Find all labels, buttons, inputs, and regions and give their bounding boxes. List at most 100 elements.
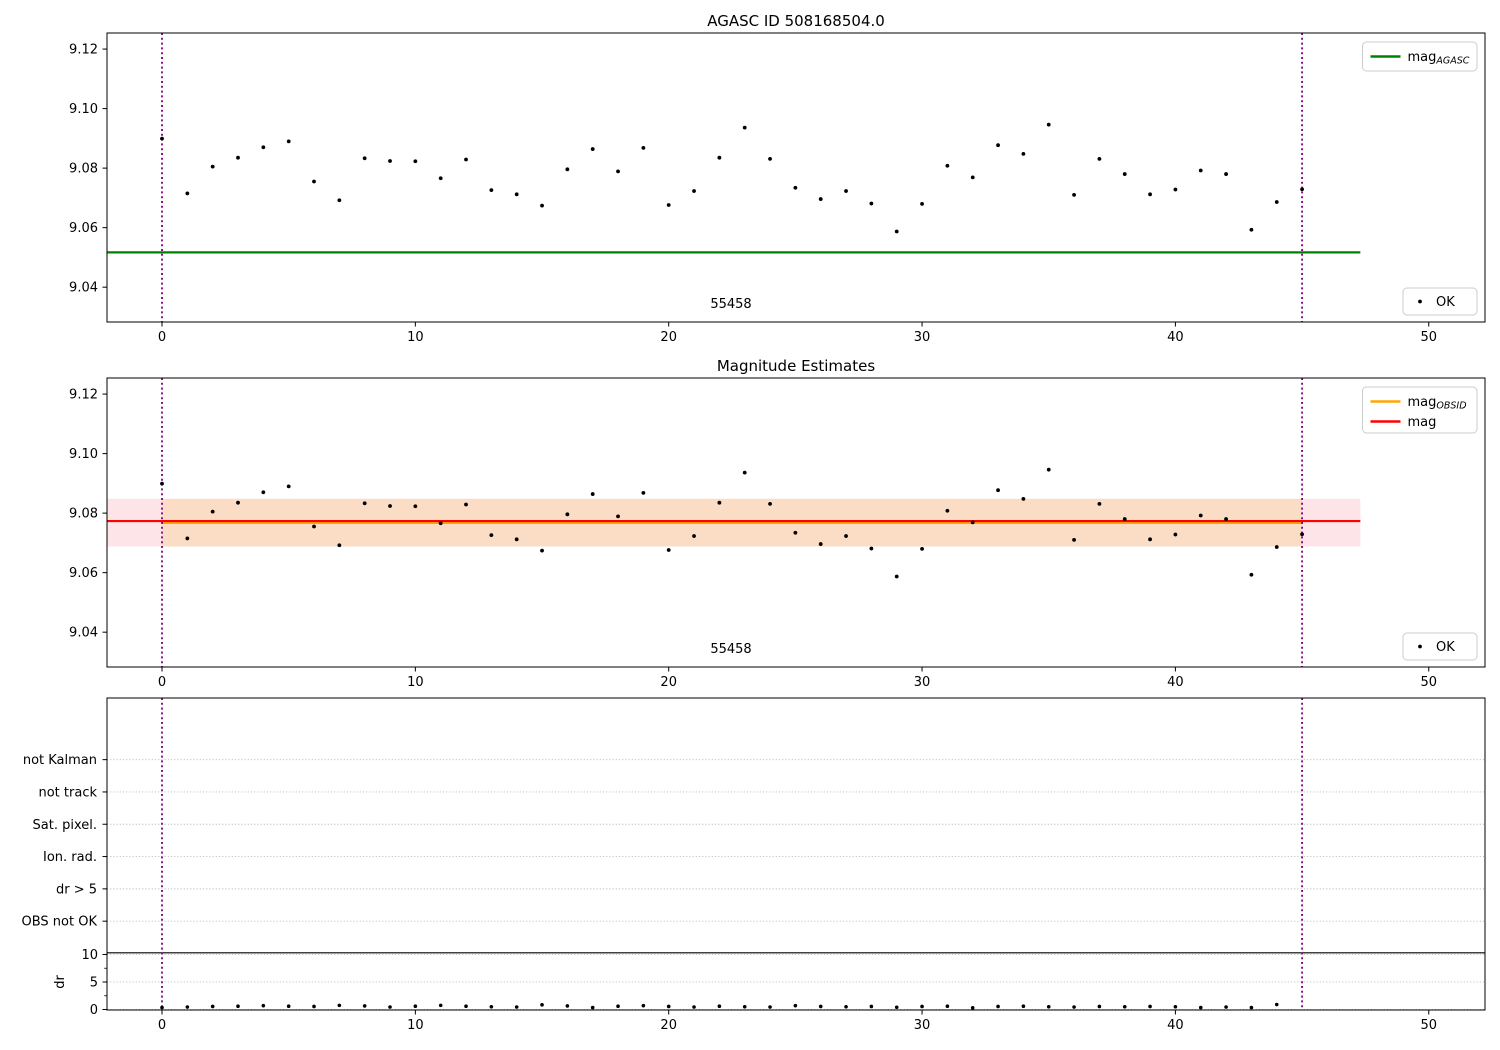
dr-point [261, 1003, 266, 1008]
dr-point [920, 1004, 924, 1009]
dr-point [793, 1003, 798, 1008]
flag-category-label: Sat. pixel. [33, 818, 97, 833]
ok-legend: OK [1402, 287, 1478, 316]
top-panel-title: AGASC ID 508168504.0 [707, 12, 885, 30]
x-tick-label: 50 [1420, 330, 1437, 345]
dr-point [768, 1005, 772, 1009]
dr-point [1274, 1002, 1279, 1007]
dr-axis-label: dr [53, 975, 68, 989]
data-point [1274, 200, 1279, 204]
dr-point [1224, 1005, 1228, 1009]
dr-tick-label: 0 [90, 1003, 98, 1018]
data-point [616, 169, 620, 174]
data-point [464, 157, 468, 162]
data-point [1046, 467, 1051, 472]
data-point [286, 139, 291, 144]
y-tick-label: 9.08 [69, 507, 98, 522]
legend: magAGASC [1362, 41, 1478, 72]
data-point [894, 574, 899, 579]
dr-tick-label: 10 [81, 948, 98, 963]
dr-point [1097, 1004, 1102, 1009]
dr-point [413, 1004, 418, 1009]
x-tick-label: 30 [914, 675, 931, 690]
legend-box [1362, 41, 1478, 72]
ok-legend: OK [1402, 632, 1478, 661]
dr-point [1249, 1005, 1254, 1010]
data-point [261, 145, 266, 150]
data-point [1198, 513, 1203, 518]
dr-point [1021, 1004, 1026, 1009]
data-point [1072, 193, 1076, 197]
y-tick-label: 9.08 [69, 162, 98, 177]
data-point [1046, 122, 1051, 127]
x-tick-label: 0 [158, 330, 166, 345]
dr-point [742, 1004, 747, 1009]
legend-label: magOBSID [1408, 395, 1467, 412]
data-point [1300, 187, 1304, 192]
data-point [996, 488, 1000, 493]
data-point [1300, 532, 1304, 537]
flag-category-label: not Kalman [23, 753, 97, 768]
dr-point [996, 1004, 1000, 1009]
ok-legend-label: OK [1436, 640, 1455, 655]
data-point [793, 530, 798, 535]
data-point [514, 537, 519, 542]
data-point [286, 484, 291, 489]
x-tick-label: 10 [407, 330, 424, 345]
data-point [388, 159, 392, 163]
data-point [742, 125, 747, 130]
data-point [1224, 172, 1228, 176]
dr-point [970, 1006, 975, 1010]
flag-category-label: not track [38, 785, 97, 800]
data-point [210, 509, 215, 514]
data-point [1097, 501, 1102, 506]
data-point [692, 534, 696, 538]
x-tick-label: 50 [1420, 1018, 1437, 1033]
legend-label: magAGASC [1408, 50, 1470, 67]
data-point [945, 163, 950, 168]
dr-point [641, 1003, 646, 1008]
data-point [844, 189, 848, 193]
data-point [768, 156, 772, 161]
magnitude-estimates-panel: 0 10 20 30 40 509.049.069.089.109.12 magOBSIDm… [69, 377, 1486, 690]
dr-point [1198, 1005, 1203, 1010]
data-point [362, 156, 367, 161]
ok-marker-sample [1418, 299, 1422, 304]
data-point [210, 164, 215, 169]
data-point [869, 546, 874, 551]
data-point [362, 501, 367, 506]
data-point [768, 501, 772, 506]
flag-category-label: dr > 5 [56, 882, 97, 897]
data-point [160, 136, 164, 141]
data-point [337, 543, 342, 548]
data-point [818, 197, 823, 201]
dr-point [692, 1005, 696, 1009]
data-point [666, 203, 671, 207]
data-point [1072, 538, 1076, 542]
data-point [540, 548, 544, 553]
dr-point [286, 1004, 291, 1009]
y-tick-label: 9.12 [69, 43, 98, 58]
data-point [464, 502, 468, 507]
dr-point [489, 1004, 494, 1009]
data-point [185, 536, 190, 541]
ok-legend-label: OK [1436, 295, 1455, 310]
data-point [1021, 496, 1026, 501]
data-point [1249, 572, 1254, 577]
dr-point [388, 1005, 392, 1009]
dr-point [1046, 1004, 1051, 1009]
data-point [1198, 168, 1203, 173]
data-point [970, 520, 975, 525]
data-point [869, 201, 874, 206]
data-point [1224, 517, 1228, 521]
data-point [641, 490, 646, 495]
data-point [489, 533, 494, 538]
obsid-label-top: 55458 [710, 297, 752, 312]
y-tick-label: 9.06 [69, 566, 98, 581]
data-point [970, 175, 975, 180]
dr-point [869, 1004, 874, 1009]
dr-point [1122, 1004, 1127, 1009]
y-tick-label: 9.10 [69, 102, 98, 117]
magnitude-estimates-panel-ok-points [160, 467, 1304, 579]
